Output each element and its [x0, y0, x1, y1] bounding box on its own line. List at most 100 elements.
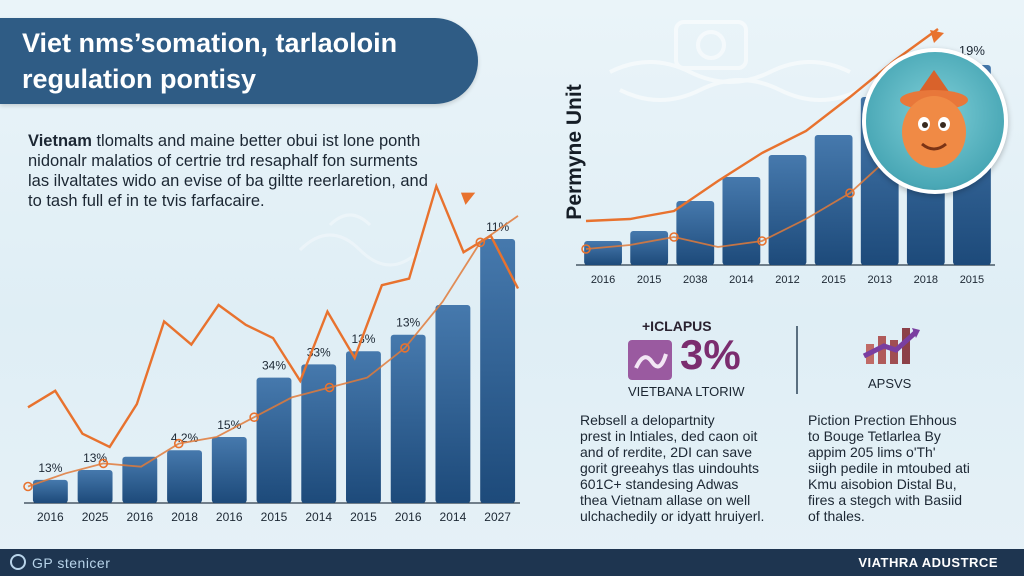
mascot-icon — [900, 70, 968, 168]
intro-line-1-text: tlomalts and maine better obui ist lone … — [91, 132, 421, 150]
left-chart-tick-label: 2015 — [261, 510, 288, 524]
intro-bold: Vietnam — [28, 132, 92, 150]
left-chart-line-point — [400, 343, 410, 353]
paragraph-line: of thales. — [808, 508, 865, 524]
left-chart-line-point — [173, 438, 184, 449]
stat-left-value: 3% — [680, 331, 741, 378]
right-chart-ylabel: Permyne Unit — [563, 84, 586, 220]
right-line-arrow-icon — [930, 30, 944, 43]
right-chart-tick-label: 2015 — [960, 274, 984, 286]
right-chart-tick-label: 2014 — [729, 274, 753, 286]
left-chart-line-point — [23, 481, 33, 492]
right-chart-tick-label: 2015 — [637, 274, 661, 286]
left-chart-data-label: 13% — [38, 461, 62, 475]
left-chart-line-point — [475, 237, 486, 248]
left-chart-bar — [211, 437, 247, 503]
left-chart-data-label: 11% — [486, 220, 509, 234]
left-chart-bar — [122, 456, 158, 503]
left-chart-tick-label: 2027 — [484, 510, 511, 524]
paragraph-line: prest in lntiales, ded caon oit — [580, 428, 758, 444]
right-chart-bar — [768, 155, 807, 265]
left-chart-bar — [390, 334, 426, 503]
right-chart-tick-label: 2012 — [775, 274, 799, 286]
paragraph-line: ulchachedily or idyatt hruiyerl. — [580, 508, 765, 524]
camera-decoration-icon — [609, 20, 861, 102]
page-title-line-2: regulation pontisy — [22, 64, 257, 94]
left-chart-bar — [480, 239, 516, 503]
paragraph-line: 601C+ standesing Adwas — [580, 476, 739, 492]
left-chart-bar — [32, 479, 68, 503]
left-chart-bar — [301, 364, 337, 503]
page-title-line-1: Viet nms’somation, tarlaoloin — [22, 28, 398, 58]
left-chart-tick-label: 2016 — [395, 510, 422, 524]
left-chart-tick-label: 2014 — [440, 510, 467, 524]
intro-line-3: las ilvaltates wido an evise of ba giltt… — [28, 172, 428, 190]
right-chart-line-point — [669, 232, 679, 242]
footer-left-text: GP stenicer — [32, 555, 111, 571]
right-chart-tick-label: 2038 — [683, 274, 707, 286]
right-chart-line-point — [581, 244, 591, 254]
footer-logo-icon — [10, 554, 26, 570]
stats-divider — [796, 326, 798, 394]
left-line-arrow-icon — [460, 192, 476, 205]
left-chart-tick-label: 2015 — [350, 510, 377, 524]
left-chart-line-point — [98, 458, 109, 469]
left-chart-bar — [77, 470, 113, 503]
left-chart-tick-label: 2016 — [37, 510, 64, 524]
paragraph-line: to Bouge Tetlarlea By — [808, 428, 941, 444]
left-chart-bar — [435, 305, 471, 503]
left-chart-line-series — [27, 182, 520, 449]
right-chart-tick-label: 2015 — [821, 274, 845, 286]
footer-bar: GP stenicer VIATHRA ADUSTRCE — [0, 549, 1024, 576]
bg-decoration-icon — [298, 213, 422, 267]
stat-left-tag: +ICLAPUS — [642, 318, 712, 334]
left-chart-bar — [256, 377, 292, 503]
paragraph-line: Rebsell a delopartnity — [580, 412, 715, 428]
paragraph-line: Kmu aisobion Distal Bu, — [808, 476, 957, 492]
right-chart-tick-label: 2018 — [914, 274, 938, 286]
paragraph-line: fires a stegch with Basiid — [808, 492, 963, 508]
left-chart-tick-label: 2018 — [171, 510, 198, 524]
left-chart-data-label: 34% — [262, 359, 286, 373]
chart-badge-icon — [628, 340, 672, 380]
right-chart-bar — [814, 135, 853, 265]
paragraph-line: thea Vietnam allase on well — [580, 492, 751, 508]
left-chart-tick-label: 2016 — [216, 510, 243, 524]
right-chart-bar — [630, 231, 669, 265]
intro-line-1: Vietnam tlomalts and maine better obui i… — [28, 131, 478, 151]
right-chart-bar — [676, 201, 715, 265]
paragraph-line: gorit greeahys tlas uindouhts — [580, 460, 759, 476]
left-chart-data-label: 13% — [396, 316, 420, 330]
left-chart-bar — [167, 450, 202, 503]
mascot-circle — [862, 48, 1008, 194]
right-chart-bar — [722, 177, 761, 265]
left-chart-line-point — [324, 382, 335, 393]
right-chart-line-point — [757, 236, 767, 246]
stat-right: APSVS — [862, 322, 932, 394]
left-chart-tick-label: 2025 — [82, 510, 109, 524]
paragraph-line: appim 205 lims o'Th' — [808, 444, 936, 460]
left-chart-data-label: 13% — [83, 451, 107, 465]
paragraph-line: and of rerdite, 2DI can save — [580, 444, 752, 460]
title-banner: Viet nms’somation, tarlaoloin regulation… — [0, 18, 478, 104]
left-chart-line-point — [249, 412, 259, 423]
right-chart-tick-label: 2016 — [591, 274, 615, 286]
left-chart-tick-label: 2014 — [305, 510, 332, 524]
paragraph-line: Piction Prection Ehhous — [808, 412, 957, 428]
right-chart-tick-label: 2013 — [867, 274, 891, 286]
stat-right-caption: APSVS — [868, 376, 912, 391]
footer-right-text: VIATHRA ADUSTRCE — [858, 555, 998, 570]
left-chart-line-series — [27, 215, 519, 488]
stat-left: +ICLAPUS 3% VIETBANA LTORIW — [628, 318, 778, 399]
right-chart-bar — [584, 241, 622, 265]
right-chart-line-point — [845, 188, 855, 198]
intro-line-4: to tash full ef in te tvis farfacaire. — [28, 192, 265, 210]
left-chart-data-label: 13% — [351, 332, 375, 346]
left-chart-bar — [346, 351, 381, 503]
left-chart-tick-label: 2016 — [126, 510, 153, 524]
factory-chart-icon — [862, 328, 920, 364]
intro-line-2: nidonalr malatios of certrie trd resapha… — [28, 152, 418, 170]
paragraph-line: siigh pedile in mtoubed ati — [808, 460, 970, 476]
stat-left-caption: VIETBANA LTORIW — [628, 384, 745, 399]
